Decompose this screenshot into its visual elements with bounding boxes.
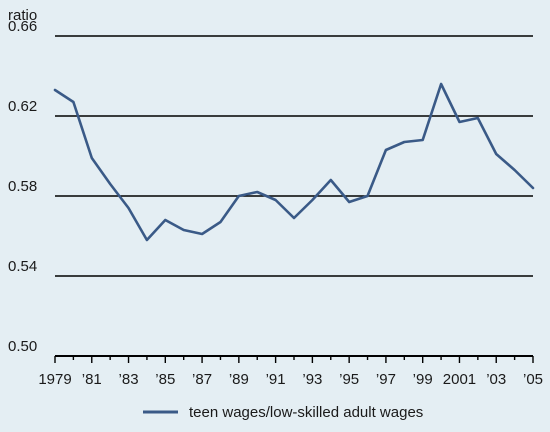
x-tick-label: ’99 [413,371,433,388]
y-tick-label: 0.58 [8,178,37,195]
legend: teen wages/low-skilled adult wages [143,404,423,421]
y-tick-label: 0.62 [8,98,37,115]
x-tick-label: ’87 [192,371,212,388]
x-tick-label: ’83 [119,371,139,388]
y-axis-title: ratio [8,7,37,24]
x-tick-label: ’97 [376,371,396,388]
x-tick-label: ’91 [266,371,286,388]
x-tick-label: ’95 [339,371,359,388]
x-tick-marks [54,356,534,363]
x-tick-label: ’81 [82,371,102,388]
x-tick-label: ’85 [155,371,175,388]
legend-label: teen wages/low-skilled adult wages [189,404,423,421]
series-layer [53,82,535,242]
x-tick-label: 1979 [38,371,71,388]
y-tick-label: 0.50 [8,338,37,355]
x-tick-label: ’89 [229,371,249,388]
x-tick-labels: 1979 ’81 ’83 ’85 ’87 ’89 ’91 ’93 ’95 ’97 ’99 2001 ’0… [38,371,543,388]
x-tick-label: ’05 [523,371,543,388]
y-tick-labels: 0.50 0.54 0.58 0.62 0.66 [8,18,37,355]
grid-lines [55,35,533,357]
y-tick-label: 0.54 [8,258,37,275]
y-tick-label: 0.66 [8,18,37,35]
x-tick-label: 2001 [443,371,476,388]
x-tick-label: ’93 [302,371,322,388]
series-line [53,82,535,242]
x-tick-label: ’03 [486,371,506,388]
